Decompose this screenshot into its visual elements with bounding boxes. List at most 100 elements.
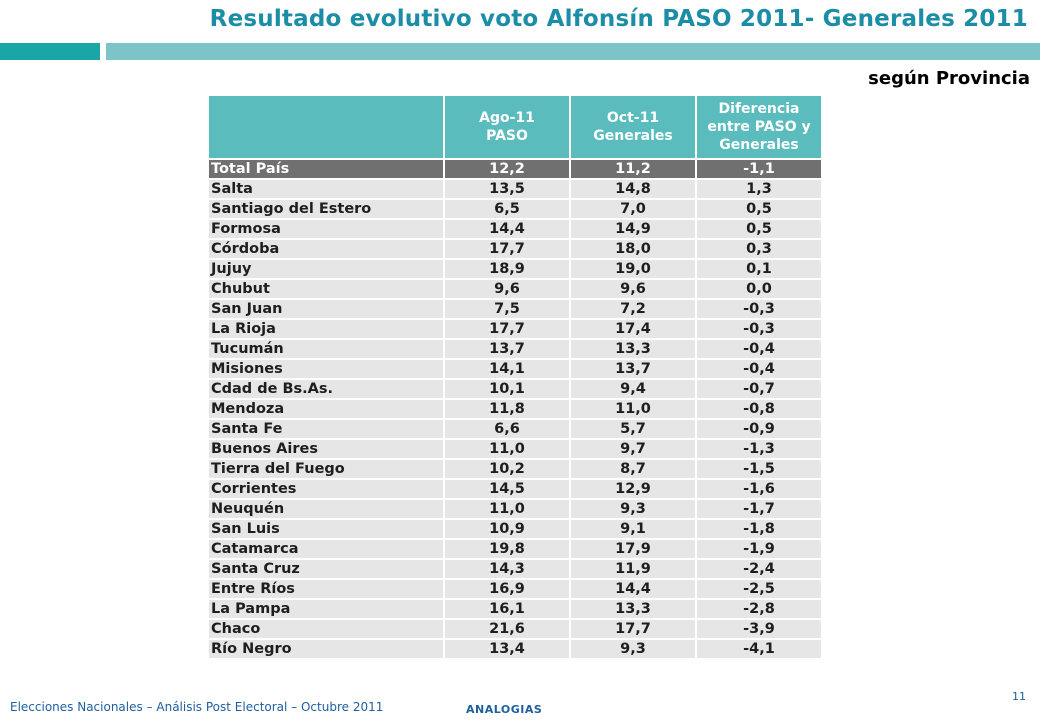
paso-value: 10,1: [444, 379, 571, 400]
generales-value: 14,4: [570, 579, 697, 600]
paso-value: 14,3: [444, 559, 571, 580]
diferencia-value: -0,3: [696, 319, 823, 340]
total-paso: 12,2: [444, 159, 571, 180]
footer-brand-logo: ANALOGIAS: [466, 703, 543, 716]
province-name: Santa Fe: [209, 419, 445, 440]
paso-value: 17,7: [444, 319, 571, 340]
table-row: Misiones 14,1 13,7 -0,4: [209, 359, 823, 380]
province-name: Chubut: [209, 279, 445, 300]
table-row: Chubut 9,6 9,6 0,0: [209, 279, 823, 300]
province-name: Tucumán: [209, 339, 445, 360]
province-name: Santiago del Estero: [209, 199, 445, 220]
province-name: Jujuy: [209, 259, 445, 280]
table-row: Salta 13,5 14,8 1,3: [209, 179, 823, 200]
table-row: Tucumán 13,7 13,3 -0,4: [209, 339, 823, 360]
generales-value: 9,7: [570, 439, 697, 460]
generales-value: 14,8: [570, 179, 697, 200]
diferencia-value: -0,9: [696, 419, 823, 440]
paso-value: 16,1: [444, 599, 571, 620]
table-row: Formosa 14,4 14,9 0,5: [209, 219, 823, 240]
paso-value: 11,8: [444, 399, 571, 420]
diferencia-value: -0,7: [696, 379, 823, 400]
table-row: La Pampa 16,1 13,3 -2,8: [209, 599, 823, 620]
diferencia-value: -1,6: [696, 479, 823, 500]
diferencia-value: 0,1: [696, 259, 823, 280]
generales-value: 7,2: [570, 299, 697, 320]
generales-value: 9,1: [570, 519, 697, 540]
paso-value: 6,5: [444, 199, 571, 220]
footer-caption: Elecciones Nacionales – Análisis Post El…: [10, 700, 384, 714]
paso-value: 7,5: [444, 299, 571, 320]
diferencia-value: -1,8: [696, 519, 823, 540]
province-name: Santa Cruz: [209, 559, 445, 580]
diferencia-value: 0,3: [696, 239, 823, 260]
province-name: Neuquén: [209, 499, 445, 520]
province-name: Buenos Aires: [209, 439, 445, 460]
generales-value: 17,9: [570, 539, 697, 560]
generales-value: 11,0: [570, 399, 697, 420]
diferencia-value: -2,4: [696, 559, 823, 580]
generales-value: 18,0: [570, 239, 697, 260]
generales-value: 7,0: [570, 199, 697, 220]
province-name: Mendoza: [209, 399, 445, 420]
paso-value: 10,2: [444, 459, 571, 480]
diferencia-value: -1,9: [696, 539, 823, 560]
paso-value: 14,4: [444, 219, 571, 240]
diferencia-value: -2,5: [696, 579, 823, 600]
province-name: San Luis: [209, 519, 445, 540]
generales-value: 9,6: [570, 279, 697, 300]
generales-value: 14,9: [570, 219, 697, 240]
paso-value: 17,7: [444, 239, 571, 260]
paso-value: 13,4: [444, 639, 571, 660]
diferencia-value: -0,3: [696, 299, 823, 320]
table-row: Neuquén 11,0 9,3 -1,7: [209, 499, 823, 520]
generales-value: 12,9: [570, 479, 697, 500]
province-name: Formosa: [209, 219, 445, 240]
table-row: Jujuy 18,9 19,0 0,1: [209, 259, 823, 280]
diferencia-value: -3,9: [696, 619, 823, 640]
paso-value: 19,8: [444, 539, 571, 560]
paso-value: 6,6: [444, 419, 571, 440]
generales-value: 11,9: [570, 559, 697, 580]
province-name: Entre Ríos: [209, 579, 445, 600]
total-label: Total País: [209, 159, 445, 180]
table-row: San Luis 10,9 9,1 -1,8: [209, 519, 823, 540]
generales-value: 8,7: [570, 459, 697, 480]
paso-value: 11,0: [444, 439, 571, 460]
generales-value: 9,3: [570, 639, 697, 660]
table-row: Entre Ríos 16,9 14,4 -2,5: [209, 579, 823, 600]
diferencia-value: 1,3: [696, 179, 823, 200]
province-name: San Juan: [209, 299, 445, 320]
paso-value: 9,6: [444, 279, 571, 300]
column-header-province: [209, 96, 445, 160]
paso-value: 21,6: [444, 619, 571, 640]
diferencia-value: -1,3: [696, 439, 823, 460]
table-row: Mendoza 11,8 11,0 -0,8: [209, 399, 823, 420]
province-name: Chaco: [209, 619, 445, 640]
province-name: Misiones: [209, 359, 445, 380]
table-row: Chaco 21,6 17,7 -3,9: [209, 619, 823, 640]
generales-value: 13,3: [570, 599, 697, 620]
diferencia-value: 0,0: [696, 279, 823, 300]
generales-value: 13,7: [570, 359, 697, 380]
table-row: Catamarca 19,8 17,9 -1,9: [209, 539, 823, 560]
table-row: Córdoba 17,7 18,0 0,3: [209, 239, 823, 260]
diferencia-value: 0,5: [696, 219, 823, 240]
column-header-paso: Ago-11 PASO: [444, 96, 571, 160]
page-subtitle: según Provincia: [868, 68, 1030, 89]
generales-value: 5,7: [570, 419, 697, 440]
province-name: Catamarca: [209, 539, 445, 560]
column-header-generales: Oct-11 Generales: [570, 96, 697, 160]
table-header-row: Ago-11 PASO Oct-11 Generales Diferencia …: [209, 96, 823, 160]
generales-value: 13,3: [570, 339, 697, 360]
diferencia-value: -1,7: [696, 499, 823, 520]
table-row: Río Negro 13,4 9,3 -4,1: [209, 639, 823, 660]
generales-value: 17,4: [570, 319, 697, 340]
province-name: Cdad de Bs.As.: [209, 379, 445, 400]
total-row: Total País 12,2 11,2 -1,1: [209, 159, 823, 180]
paso-value: 16,9: [444, 579, 571, 600]
header-paso-label: Ago-11 PASO: [479, 110, 535, 144]
diferencia-value: -4,1: [696, 639, 823, 660]
paso-value: 14,5: [444, 479, 571, 500]
table-row: Buenos Aires 11,0 9,7 -1,3: [209, 439, 823, 460]
